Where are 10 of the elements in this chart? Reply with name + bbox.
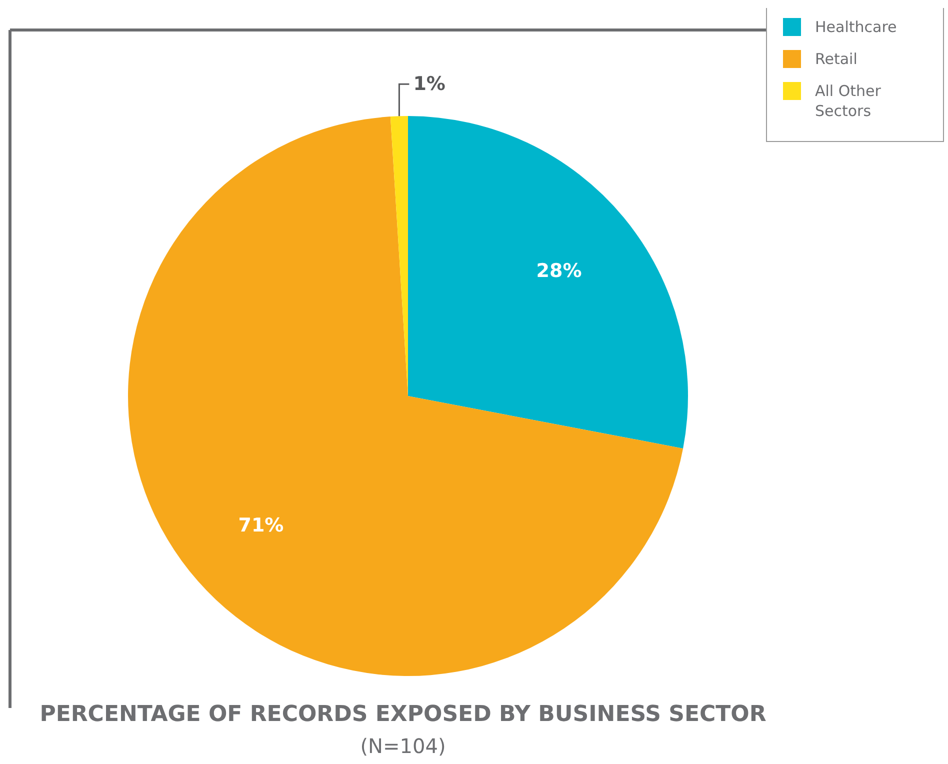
legend-label: All Other Sectors	[815, 81, 882, 121]
pie-slice	[128, 116, 684, 676]
text: PERCENTAGE OF RECORDS EXPOSED BY BUSINESS SECTOR	[28, 702, 778, 727]
data-label: 71%	[238, 514, 284, 537]
legend-label: Healthcare	[815, 17, 898, 37]
legend-label: Retail	[815, 49, 858, 69]
pie-slice	[408, 116, 688, 448]
data-label: 1%	[413, 73, 446, 96]
data-label: 28%	[536, 260, 582, 282]
text: (N=104)	[359, 734, 447, 758]
